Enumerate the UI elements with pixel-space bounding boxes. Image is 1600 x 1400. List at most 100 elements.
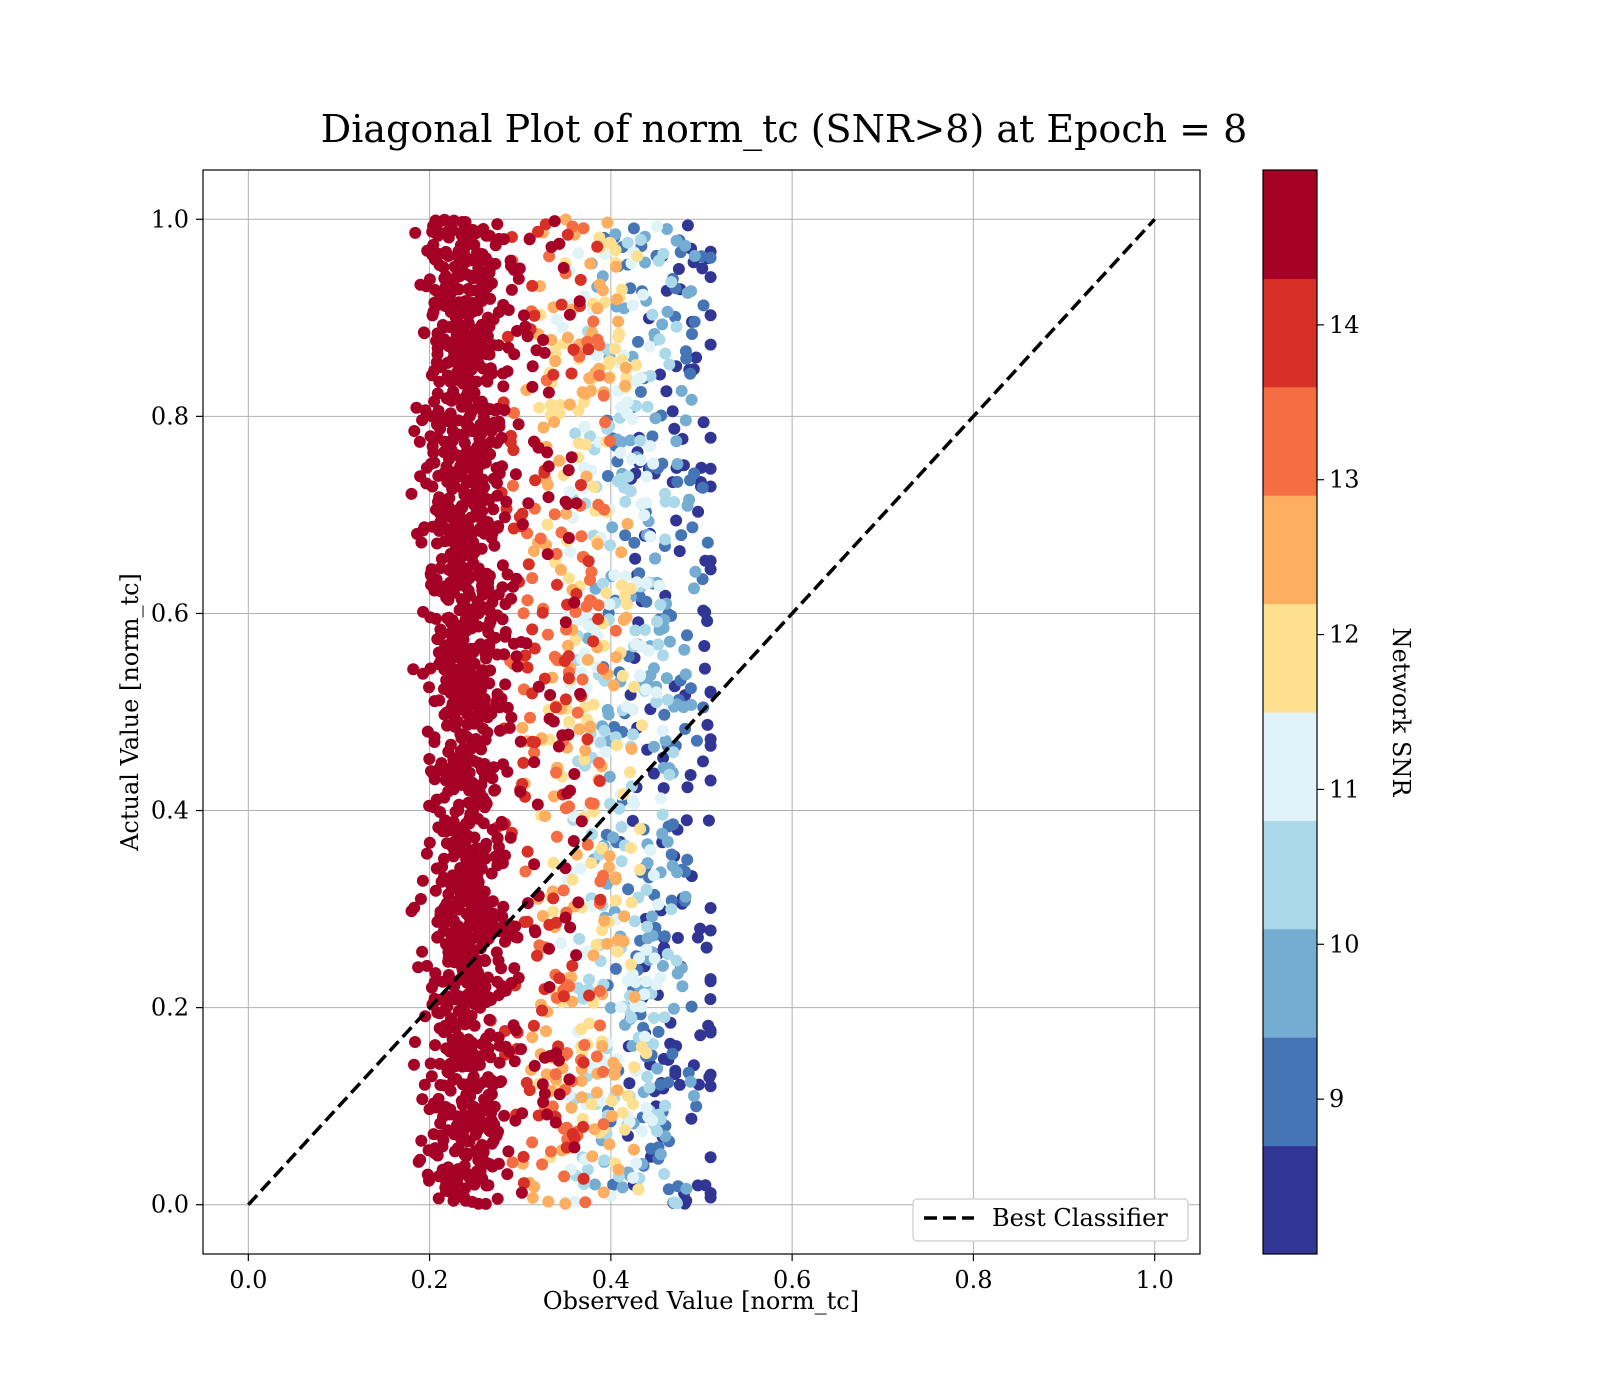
scatter-point <box>487 503 500 516</box>
scatter-point <box>592 613 605 625</box>
scatter-point <box>492 954 505 967</box>
scatter-point <box>437 1134 450 1147</box>
scatter-point <box>430 356 443 369</box>
scatter-point <box>508 1055 521 1068</box>
scatter-point <box>633 670 646 683</box>
scatter-point <box>522 558 535 571</box>
scatter-point <box>627 1143 640 1156</box>
scatter-point <box>480 652 492 665</box>
scatter-point <box>640 577 653 590</box>
colorbar-band <box>1263 278 1317 388</box>
scatter-point <box>516 507 529 520</box>
scatter-point <box>425 569 438 582</box>
scatter-point <box>429 1039 442 1052</box>
scatter-point <box>621 517 634 530</box>
scatter-point <box>416 874 429 887</box>
scatter-point <box>591 538 604 550</box>
scatter-point <box>626 968 639 981</box>
scatter-point <box>466 270 479 283</box>
scatter-point <box>483 677 496 690</box>
scatter-point <box>433 375 446 388</box>
scatter-point <box>562 650 575 663</box>
scatter-point <box>486 823 499 836</box>
y-tick-label: 0.4 <box>151 797 189 825</box>
scatter-point <box>521 330 534 343</box>
scatter-point <box>458 1018 471 1031</box>
scatter-point <box>539 810 552 822</box>
scatter-point <box>517 1177 530 1190</box>
scatter-point <box>670 320 683 333</box>
scatter-point <box>449 535 462 548</box>
scatter-point <box>653 333 666 346</box>
scatter-point <box>644 530 657 543</box>
scatter-point <box>636 719 648 732</box>
scatter-point <box>654 368 666 381</box>
scatter-point <box>451 449 464 462</box>
scatter-point <box>457 514 470 527</box>
y-axis-ticks: 0.0 0.2 0.4 0.6 0.8 1.0 <box>151 205 203 1219</box>
scatter-point <box>448 345 460 358</box>
scatter-point <box>684 682 697 695</box>
colorbar-band <box>1263 1037 1317 1147</box>
scatter-point <box>603 1138 616 1151</box>
scatter-point <box>690 1100 703 1113</box>
scatter-point <box>652 254 665 267</box>
scatter-point <box>596 284 609 297</box>
scatter-point <box>616 1106 629 1119</box>
scatter-point <box>499 849 511 862</box>
scatter-point <box>472 709 485 722</box>
scatter-point <box>658 1168 671 1180</box>
scatter-point <box>600 587 613 599</box>
scatter-point <box>661 948 674 961</box>
scatter-point <box>612 1163 625 1176</box>
scatter-point <box>659 1099 672 1112</box>
scatter-point <box>582 343 595 356</box>
scatter-point <box>647 767 660 780</box>
scatter-point <box>618 590 631 603</box>
scatter-point <box>550 830 563 843</box>
scatter-point <box>704 685 717 698</box>
scatter-point <box>474 522 487 535</box>
scatter-point <box>633 567 646 580</box>
scatter-point <box>585 828 598 841</box>
scatter-point <box>704 563 717 576</box>
scatter-point <box>409 226 422 239</box>
x-tick-label: 0.0 <box>229 1266 267 1294</box>
scatter-point <box>536 1158 549 1171</box>
scatter-point <box>442 593 455 606</box>
scatter-point <box>587 480 600 493</box>
scatter-point <box>496 460 508 473</box>
scatter-point <box>696 573 709 586</box>
scatter-point <box>564 545 577 558</box>
scatter-point <box>621 407 634 420</box>
scatter-point <box>583 973 595 986</box>
scatter-point <box>647 1038 660 1051</box>
scatter-point <box>598 914 611 927</box>
scatter-point <box>418 1078 431 1091</box>
scatter-point <box>698 662 711 675</box>
legend-box <box>912 1198 1189 1242</box>
scatter-point <box>548 215 561 228</box>
scatter-point <box>634 233 647 246</box>
scatter-point <box>469 884 482 897</box>
scatter-point <box>483 641 496 654</box>
scatter-point <box>424 1057 437 1070</box>
scatter-point <box>441 369 454 382</box>
scatter-point <box>654 1148 667 1161</box>
scatter-point <box>624 485 637 498</box>
scatter-point <box>481 375 494 388</box>
scatter-point <box>681 853 694 866</box>
scatter-point <box>529 474 542 487</box>
scatter-point <box>575 530 588 543</box>
scatter-point <box>423 836 436 849</box>
scatter-point <box>499 935 511 948</box>
scatter-point <box>542 1195 555 1208</box>
scatter-point <box>630 359 643 372</box>
scatter-point <box>650 696 663 709</box>
scatter-point <box>508 348 521 361</box>
scatter-point <box>460 1149 473 1162</box>
scatter-point <box>565 367 578 380</box>
scatter-point <box>459 327 472 340</box>
scatter-point <box>493 1056 506 1069</box>
scatter-point <box>538 672 551 685</box>
